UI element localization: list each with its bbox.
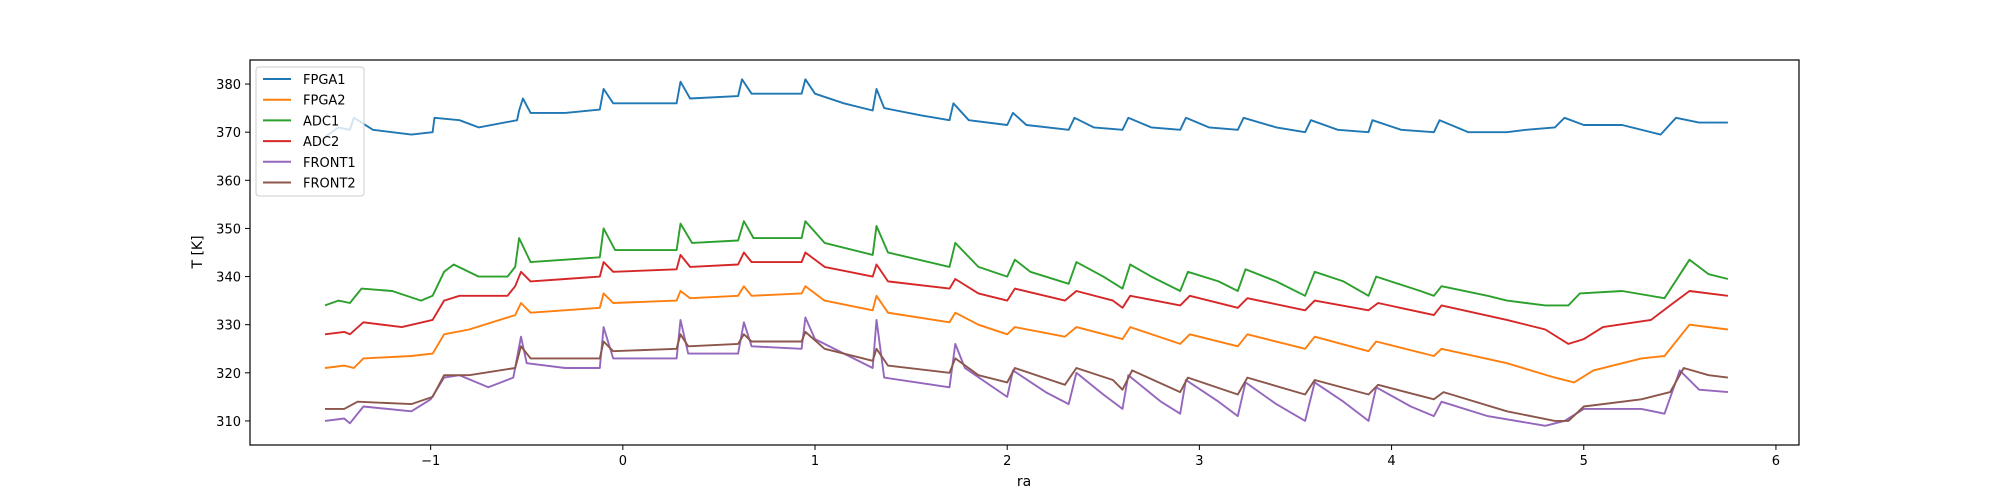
series-line-adc2 [324,251,1729,345]
x-tick-label: 3 [1195,454,1203,469]
y-tick-label: 370 [216,126,241,141]
x-tick-label: 1 [811,454,819,469]
series-line-adc1 [324,220,1729,307]
x-tick-label: 4 [1387,454,1395,469]
axes-frame [249,59,1800,446]
x-tick-label: 5 [1580,454,1588,469]
y-axis: 310 320 330 340 350 360 370 380 [216,78,250,430]
y-axis-label: T [K] [190,235,206,269]
y-tick-label: 380 [216,78,241,93]
legend-label: FRONT1 [303,156,356,171]
legend-label: FPGA2 [303,94,346,109]
plot-area [324,78,1729,427]
series-line-front1 [324,316,1728,427]
x-tick-label: −1 [421,454,440,469]
series-line-fpga2 [324,285,1729,384]
legend-label: ADC2 [303,135,339,150]
y-tick-label: 330 [216,319,241,334]
series-line-front2 [325,330,1729,422]
y-tick-label: 310 [216,415,241,430]
legend-label: FPGA1 [303,73,346,88]
y-tick-label: 350 [216,222,241,237]
legend-label: ADC1 [303,114,339,129]
y-tick-label: 360 [216,174,241,189]
x-axis: −1 0 1 2 3 4 5 6 [421,445,1780,469]
x-tick-label: 2 [1003,454,1011,469]
y-tick-label: 340 [216,271,241,286]
legend: FPGA1 FPGA2 ADC1 ADC2 FRONT1 FRONT2 [255,66,365,197]
legend-label: FRONT2 [303,177,356,192]
y-tick-label: 320 [216,367,241,382]
x-tick-label: 6 [1772,454,1780,469]
x-axis-label: ra [1017,474,1031,490]
series-line-fpga1 [324,78,1728,138]
x-tick-label: 0 [619,454,627,469]
